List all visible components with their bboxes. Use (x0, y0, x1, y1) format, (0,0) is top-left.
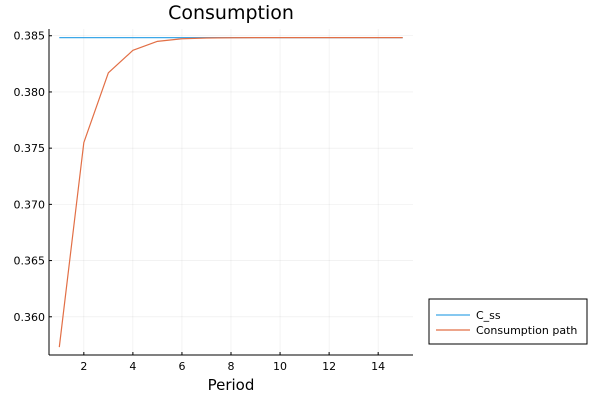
series-line-1 (58, 37, 403, 348)
legend-label-1: Consumption path (476, 324, 577, 337)
x-axis-label: Period (208, 376, 255, 394)
y-tick-label: 0.375 (14, 142, 46, 155)
legend-items: C_ss Consumption path (436, 309, 577, 337)
legend: C_ss Consumption path (428, 298, 588, 345)
y-tick-label: 0.370 (14, 198, 46, 211)
x-tick-label: 14 (371, 360, 385, 373)
y-tick-label: 0.365 (14, 255, 46, 268)
grid (49, 29, 413, 355)
series-layer (58, 37, 403, 348)
x-tick-label: 2 (80, 360, 87, 373)
x-tick-label: 12 (322, 360, 336, 373)
x-tick-label: 10 (273, 360, 287, 373)
x-ticks: 2 4 6 8 10 12 14 (80, 352, 385, 373)
legend-label-0: C_ss (476, 309, 501, 322)
x-tick-label: 8 (228, 360, 235, 373)
x-tick-label: 4 (129, 360, 136, 373)
y-tick-label: 0.380 (14, 86, 46, 99)
y-tick-label: 0.360 (14, 311, 46, 324)
legend-box (428, 298, 588, 345)
chart-title: Consumption (168, 2, 294, 24)
x-tick-label: 6 (178, 360, 185, 373)
y-tick-label: 0.385 (14, 30, 46, 43)
y-ticks: 0.360 0.365 0.370 0.375 0.380 0.385 (14, 30, 52, 324)
